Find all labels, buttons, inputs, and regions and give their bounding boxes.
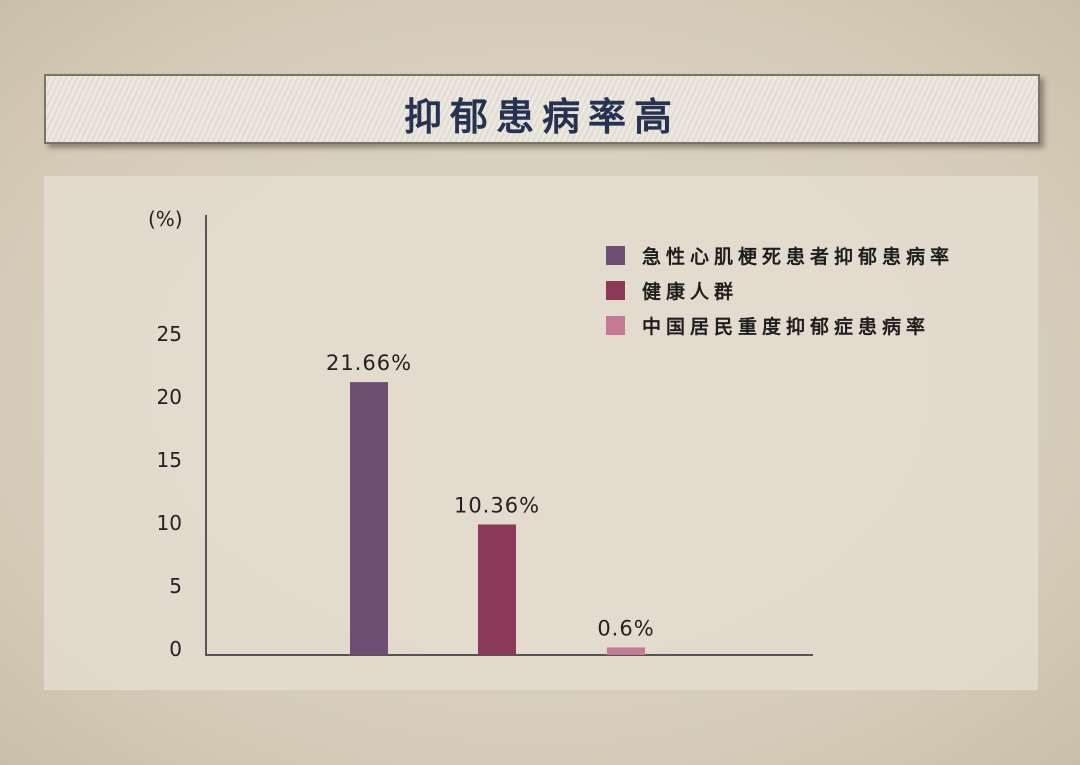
y-tick-label: 20: [157, 385, 182, 409]
bar: [350, 382, 388, 655]
y-tick-label: 10: [157, 511, 182, 535]
y-tick-label: 0: [169, 637, 182, 661]
legend-swatch: [606, 281, 625, 300]
legend-label: 急性心肌梗死患者抑郁患病率: [642, 246, 955, 268]
legend-swatch: [606, 316, 625, 335]
legend-swatch: [606, 246, 625, 265]
y-tick-label: 25: [157, 322, 182, 346]
bar-value-label: 10.36%: [454, 493, 540, 517]
bar: [607, 647, 645, 655]
page-title: 抑郁患病率高: [403, 94, 680, 139]
legend-label: 中国居民重度抑郁症患病率: [642, 316, 931, 338]
title-banner: 抑郁患病率高: [44, 74, 1040, 144]
y-tick-label: 15: [157, 448, 182, 472]
y-tick-label: 5: [169, 574, 182, 598]
legend-item: 中国居民重度抑郁症患病率: [606, 308, 954, 343]
chart-panel: [44, 176, 1038, 690]
legend: 急性心肌梗死患者抑郁患病率 健康人群 中国居民重度抑郁症患病率: [606, 238, 954, 343]
bar-value-label: 21.66%: [326, 351, 412, 375]
bar: [478, 524, 516, 655]
legend-item: 急性心肌梗死患者抑郁患病率: [606, 238, 954, 273]
legend-label: 健康人群: [642, 281, 739, 303]
y-axis-unit: (%): [148, 207, 183, 231]
legend-item: 健康人群: [606, 273, 954, 308]
bar-value-label: 0.6%: [597, 616, 654, 640]
